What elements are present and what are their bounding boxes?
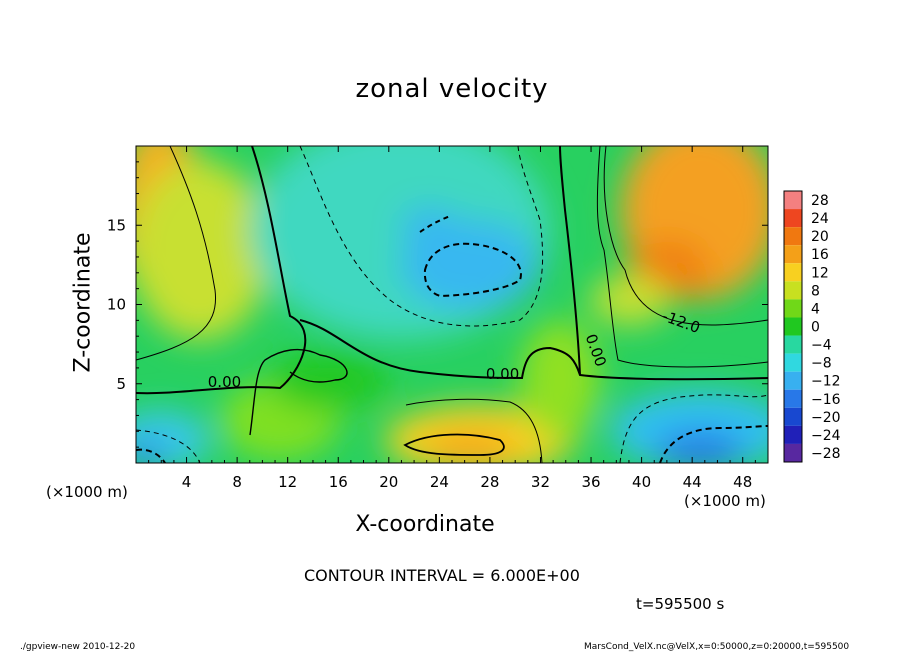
colorbar-swatch [784, 281, 802, 300]
y-tick-label: 10 [107, 296, 126, 314]
chart-title: zonal velocity [355, 74, 549, 104]
x-tick-label: 32 [531, 473, 550, 491]
colorbar-swatch [784, 227, 802, 246]
colorbar-swatch [784, 317, 802, 336]
colorbar-label: 20 [811, 229, 829, 245]
contour-label: 0.00 [486, 365, 519, 383]
colorbar-label: 4 [811, 301, 820, 317]
colorbar-label: −12 [811, 374, 841, 390]
colorbar-label: −16 [811, 392, 841, 408]
x-axis-unit-left: (×1000 m) [46, 483, 128, 501]
velocity-field [136, 146, 768, 463]
y-axis: 5 10 15 [107, 161, 768, 448]
colorbar-label: −24 [811, 428, 841, 444]
x-tick-label: 40 [632, 473, 651, 491]
x-tick-label: 12 [278, 473, 297, 491]
x-tick-label: 20 [379, 473, 398, 491]
colorbar-swatch [784, 371, 802, 390]
colorbar-swatch [784, 425, 802, 444]
contour-interval-label: CONTOUR INTERVAL = 6.000E+00 [304, 566, 580, 585]
colorbar-label: −20 [811, 410, 841, 426]
colorbar-swatch [784, 299, 802, 318]
x-tick-label: 36 [581, 473, 600, 491]
x-tick-label: 48 [733, 473, 752, 491]
colorbar-swatch [784, 245, 802, 264]
footer-left-text: ./gpview-new 2010-12-20 [20, 642, 136, 652]
contour-label: 0.00 [208, 373, 241, 391]
colorbar-label: −28 [811, 446, 841, 462]
footer-right-text: MarsCond_VelX.nc@VelX,x=0:50000,z=0:2000… [584, 642, 850, 652]
x-axis-unit-right: (×1000 m) [684, 492, 766, 510]
colorbar: 28 24 20 16 12 8 4 0 −4 −8 −12 −16 −20 −24 −28 [783, 190, 841, 463]
colorbar-swatch [784, 353, 802, 372]
colorbar-swatch [784, 443, 802, 462]
x-tick-label: 28 [480, 473, 499, 491]
x-axis: 4 8 12 16 20 24 28 32 36 40 44 48 [148, 146, 756, 491]
colorbar-label: 0 [811, 320, 820, 336]
colorbar-label: 12 [811, 265, 829, 281]
colorbar-label: 28 [811, 193, 829, 209]
time-label: t=595500 s [636, 595, 725, 613]
x-tick-label: 24 [430, 473, 449, 491]
colorbar-label: −4 [811, 338, 832, 354]
colorbar-label: 16 [811, 247, 829, 263]
colorbar-label: 8 [811, 283, 820, 299]
x-tick-label: 4 [182, 473, 192, 491]
y-tick-label: 5 [116, 375, 126, 393]
x-axis-title: X-coordinate [355, 512, 495, 537]
y-tick-label: 15 [107, 216, 126, 234]
colorbar-label: −8 [811, 356, 832, 372]
x-tick-label: 8 [232, 473, 242, 491]
colorbar-swatch [784, 335, 802, 354]
colorbar-frame [783, 190, 803, 463]
x-tick-label: 16 [329, 473, 348, 491]
x-tick-label: 44 [683, 473, 702, 491]
colorbar-swatch [784, 263, 802, 282]
colorbar-swatch [784, 389, 802, 408]
colorbar-label: 24 [811, 211, 829, 227]
colorbar-swatch [784, 209, 802, 228]
colorbar-swatch [784, 407, 802, 426]
colorbar-swatch [784, 191, 802, 210]
